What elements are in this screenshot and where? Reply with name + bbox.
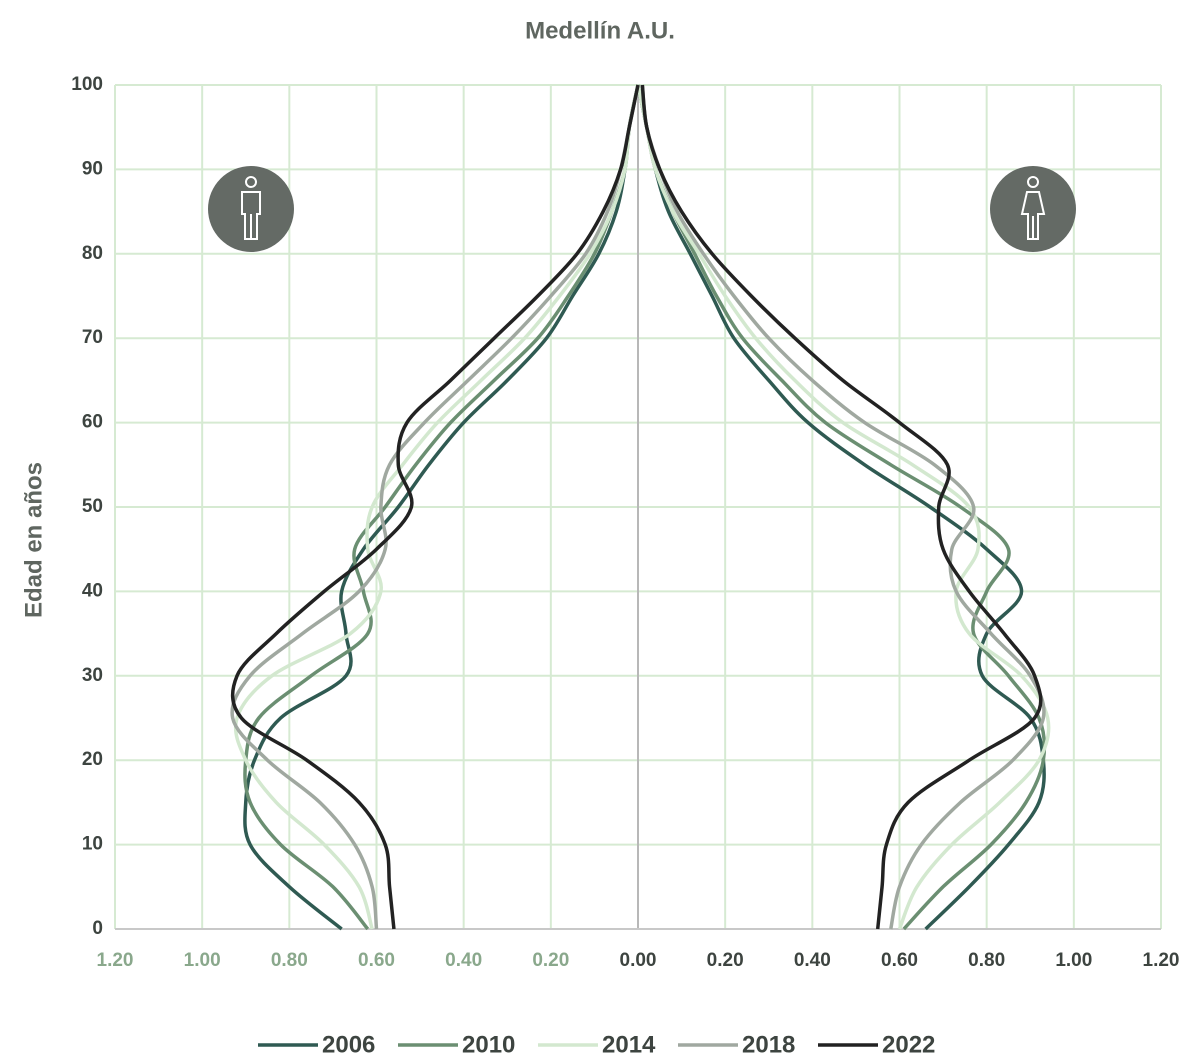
- x-tick-label: 1.20: [1143, 950, 1180, 971]
- legend-label: 2018: [742, 1031, 795, 1057]
- x-tick-label: 0.20: [707, 950, 744, 971]
- female-icon: [990, 166, 1076, 252]
- grid: [114, 84, 1162, 930]
- female-line: [636, 84, 1051, 930]
- legend-label: 2010: [462, 1031, 515, 1057]
- x-tick-label: 0.20: [532, 950, 569, 971]
- y-axis-label: Edad en años: [20, 462, 47, 618]
- y-tick-label: 50: [82, 496, 103, 517]
- x-tick-label: 0.80: [968, 950, 1005, 971]
- male-line: [233, 84, 640, 930]
- male-icon: [208, 166, 294, 252]
- y-tick-label: 90: [82, 158, 103, 179]
- x-tick-label: 0.60: [881, 950, 918, 971]
- chart-title: Medellín A.U.: [525, 17, 675, 44]
- legend-label: 2022: [882, 1031, 935, 1057]
- y-tick-label: 60: [82, 412, 103, 433]
- y-tick-label: 100: [71, 74, 103, 95]
- x-tick-label: 1.00: [1055, 950, 1092, 971]
- y-tick-label: 80: [82, 243, 103, 264]
- y-tick-label: 10: [82, 834, 103, 855]
- x-tick-label: 0.60: [358, 950, 395, 971]
- x-tick-label: 0.40: [794, 950, 831, 971]
- x-tick-label: 1.00: [184, 950, 221, 971]
- female-line: [640, 84, 1043, 930]
- y-tick-label: 70: [82, 327, 103, 348]
- y-tick-label: 0: [92, 918, 103, 939]
- male-line: [230, 84, 640, 930]
- x-tick-label: 0.80: [271, 950, 308, 971]
- x-tick-label: 1.20: [97, 950, 134, 971]
- x-tick-label: 0.00: [620, 950, 657, 971]
- male-line: [230, 84, 640, 930]
- female-line: [640, 84, 1046, 930]
- legend-label: 2014: [602, 1031, 656, 1057]
- y-tick-label: 30: [82, 665, 103, 686]
- legend-label: 2006: [322, 1031, 375, 1057]
- y-tick-label: 20: [82, 749, 103, 770]
- x-tick-label: 0.40: [445, 950, 482, 971]
- y-tick-label: 40: [82, 580, 103, 601]
- lines: [230, 84, 1051, 931]
- female-line: [636, 84, 1046, 931]
